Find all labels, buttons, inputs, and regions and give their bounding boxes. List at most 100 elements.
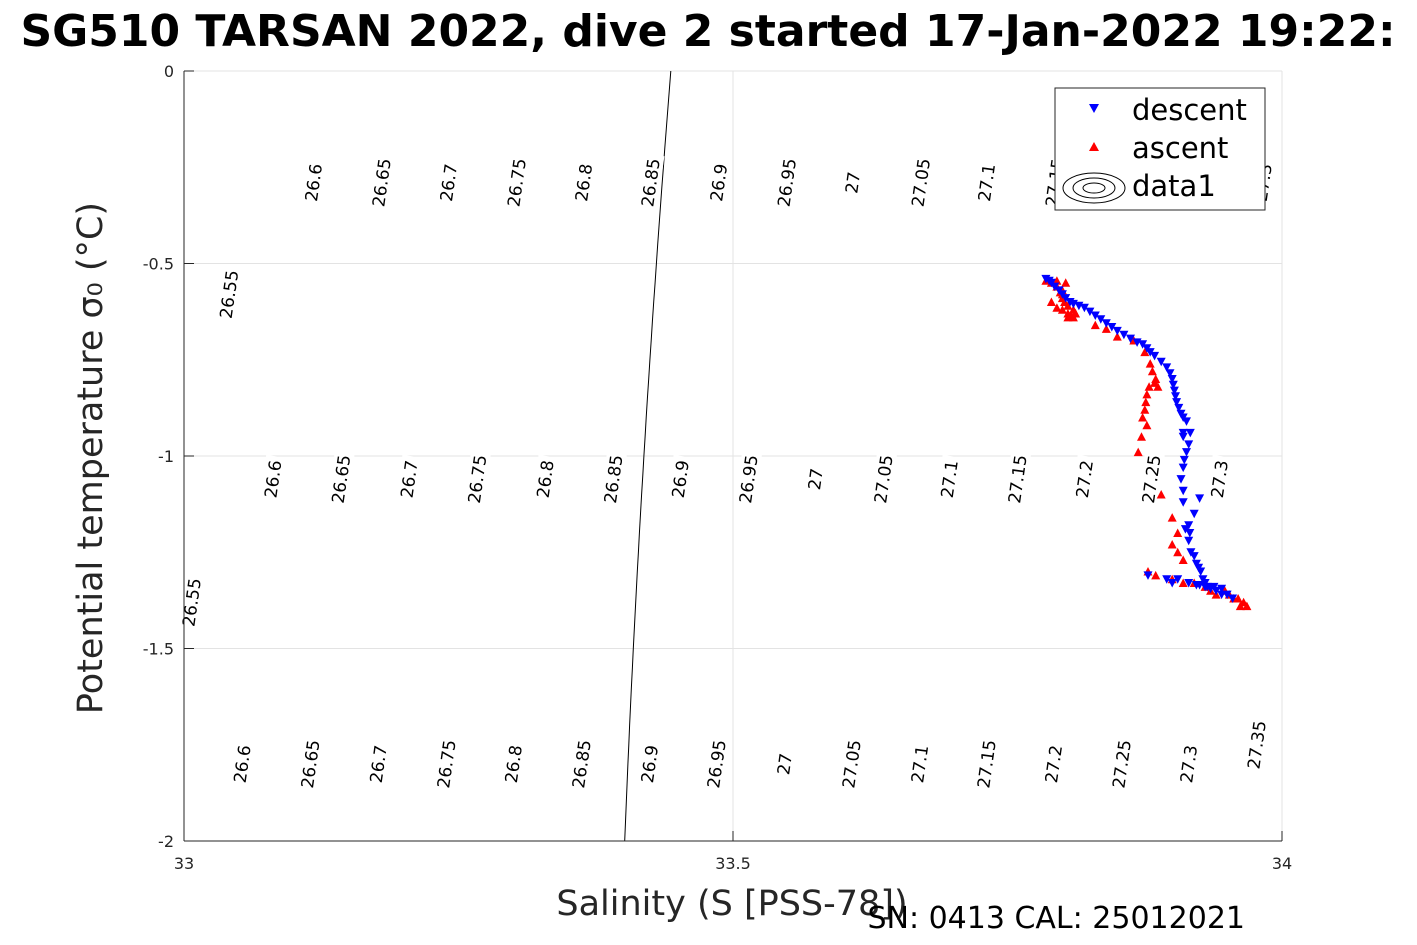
contour-label: 26.95	[734, 449, 763, 509]
x-tick-label: 34	[1272, 854, 1292, 873]
ascent-point	[1167, 540, 1177, 549]
ascent-point	[1061, 278, 1071, 287]
legend-ascent-label: ascent	[1132, 131, 1228, 165]
descent-point	[1172, 398, 1182, 407]
descent-point	[1162, 363, 1172, 372]
descent-point	[1222, 590, 1232, 600]
descent-point	[1182, 417, 1191, 426]
y-tick-label: -1	[158, 447, 174, 466]
contour-label-text: 27	[805, 467, 828, 491]
descent-point	[1184, 536, 1194, 546]
contour-label-bg	[773, 153, 801, 212]
ascent-point	[1144, 382, 1154, 391]
contour-label: 26.7	[435, 158, 462, 207]
ascent-point	[1242, 601, 1252, 611]
grid-lines	[184, 70, 1283, 841]
descent-point	[1145, 348, 1155, 357]
descent-point	[1185, 428, 1195, 438]
descent-point	[1167, 375, 1177, 384]
descent-point	[1174, 403, 1184, 413]
descent-point	[1178, 432, 1188, 442]
ascent-point	[1167, 513, 1177, 522]
contour-label-bg	[567, 734, 596, 794]
contour-label-text: 27	[774, 752, 797, 776]
descent-point	[1184, 579, 1194, 588]
contour-label-bg	[772, 749, 797, 779]
descent-point	[1189, 509, 1199, 519]
descent-point	[1156, 357, 1166, 367]
descent-point	[1173, 575, 1183, 584]
y-tick-label: 0	[164, 62, 174, 81]
footer-text: SN: 0413 CAL: 25012021	[867, 901, 1245, 936]
descent-point	[1184, 440, 1194, 449]
contour-label-bg	[636, 153, 665, 212]
contour-label-bg	[502, 153, 531, 212]
descent-point	[1085, 307, 1095, 317]
contour-label: 27.1	[973, 158, 1000, 207]
contour-label: 26.9	[636, 739, 663, 789]
contour-label-bg	[1107, 734, 1136, 794]
ascent-point	[1173, 547, 1183, 557]
contour-label: 27.1	[906, 739, 933, 789]
ascent-point	[1178, 578, 1188, 587]
contour-label-bg	[367, 153, 396, 212]
y-tick-label: -0.5	[143, 255, 174, 274]
ascent-point	[1142, 420, 1152, 430]
ascent-point	[1173, 528, 1183, 537]
ascent-point	[1101, 324, 1111, 333]
contour-label-bg	[327, 449, 355, 509]
descent-point	[1191, 581, 1201, 590]
ascent-point	[1063, 312, 1073, 322]
contour-label-bg	[803, 464, 828, 494]
descent-point	[1178, 463, 1188, 473]
descent-point	[1176, 475, 1186, 484]
contour-label-bg	[1137, 449, 1166, 509]
legend-ascent-marker	[1089, 142, 1099, 151]
descent-point	[1168, 380, 1178, 390]
contour-label-bg	[705, 158, 732, 207]
descent-point	[1050, 282, 1060, 292]
contour-label-bg	[906, 739, 933, 789]
contour-label-bg	[840, 168, 865, 197]
contour-label: 27.3	[1175, 739, 1202, 789]
contour-label: 26.6	[259, 454, 287, 504]
descent-point	[1090, 311, 1100, 320]
contour-label-bg	[432, 734, 461, 794]
descent-point	[1196, 567, 1206, 576]
contour-label-text: 27	[842, 171, 865, 195]
density-contours	[624, 71, 672, 841]
descent-point	[1150, 351, 1160, 361]
ascent-point	[1145, 359, 1155, 368]
contour-label: 27.2	[1071, 454, 1098, 504]
contour-label-bg	[365, 739, 392, 789]
contour-label-bg	[1040, 739, 1067, 789]
descent-point	[1182, 448, 1191, 457]
ascent-point	[1156, 490, 1166, 499]
contour-label-bg	[837, 734, 866, 794]
descent-point	[1061, 294, 1071, 303]
contour-label-bg	[907, 153, 935, 212]
contour-label-bg	[500, 739, 527, 789]
contour-label-bg	[532, 454, 559, 504]
contour-label: 27	[840, 168, 865, 197]
contour-label: 27.3	[1206, 454, 1233, 504]
descent-point	[1079, 303, 1089, 313]
contour-label-bg	[972, 734, 1001, 794]
y-tick-label: -1.5	[143, 640, 174, 659]
descent-point	[1112, 326, 1122, 336]
ascent-point	[1046, 297, 1056, 306]
contour-label-bg	[599, 449, 628, 509]
contour-label-bg	[1242, 715, 1271, 774]
contour-label-bg	[259, 454, 287, 504]
descent-point	[1119, 330, 1129, 340]
x-tick-label: 33.5	[715, 854, 751, 873]
ascent-point	[1063, 301, 1073, 310]
descent-point	[1185, 529, 1195, 538]
x-ticks: 33 33.5 34	[174, 831, 1292, 873]
contour-label-bg	[936, 454, 963, 504]
descent-point	[1195, 494, 1205, 503]
descent-point	[1217, 584, 1227, 594]
isopycnal-line	[624, 71, 672, 841]
descent-series	[1041, 274, 1238, 603]
contour-label-bg	[177, 573, 206, 632]
